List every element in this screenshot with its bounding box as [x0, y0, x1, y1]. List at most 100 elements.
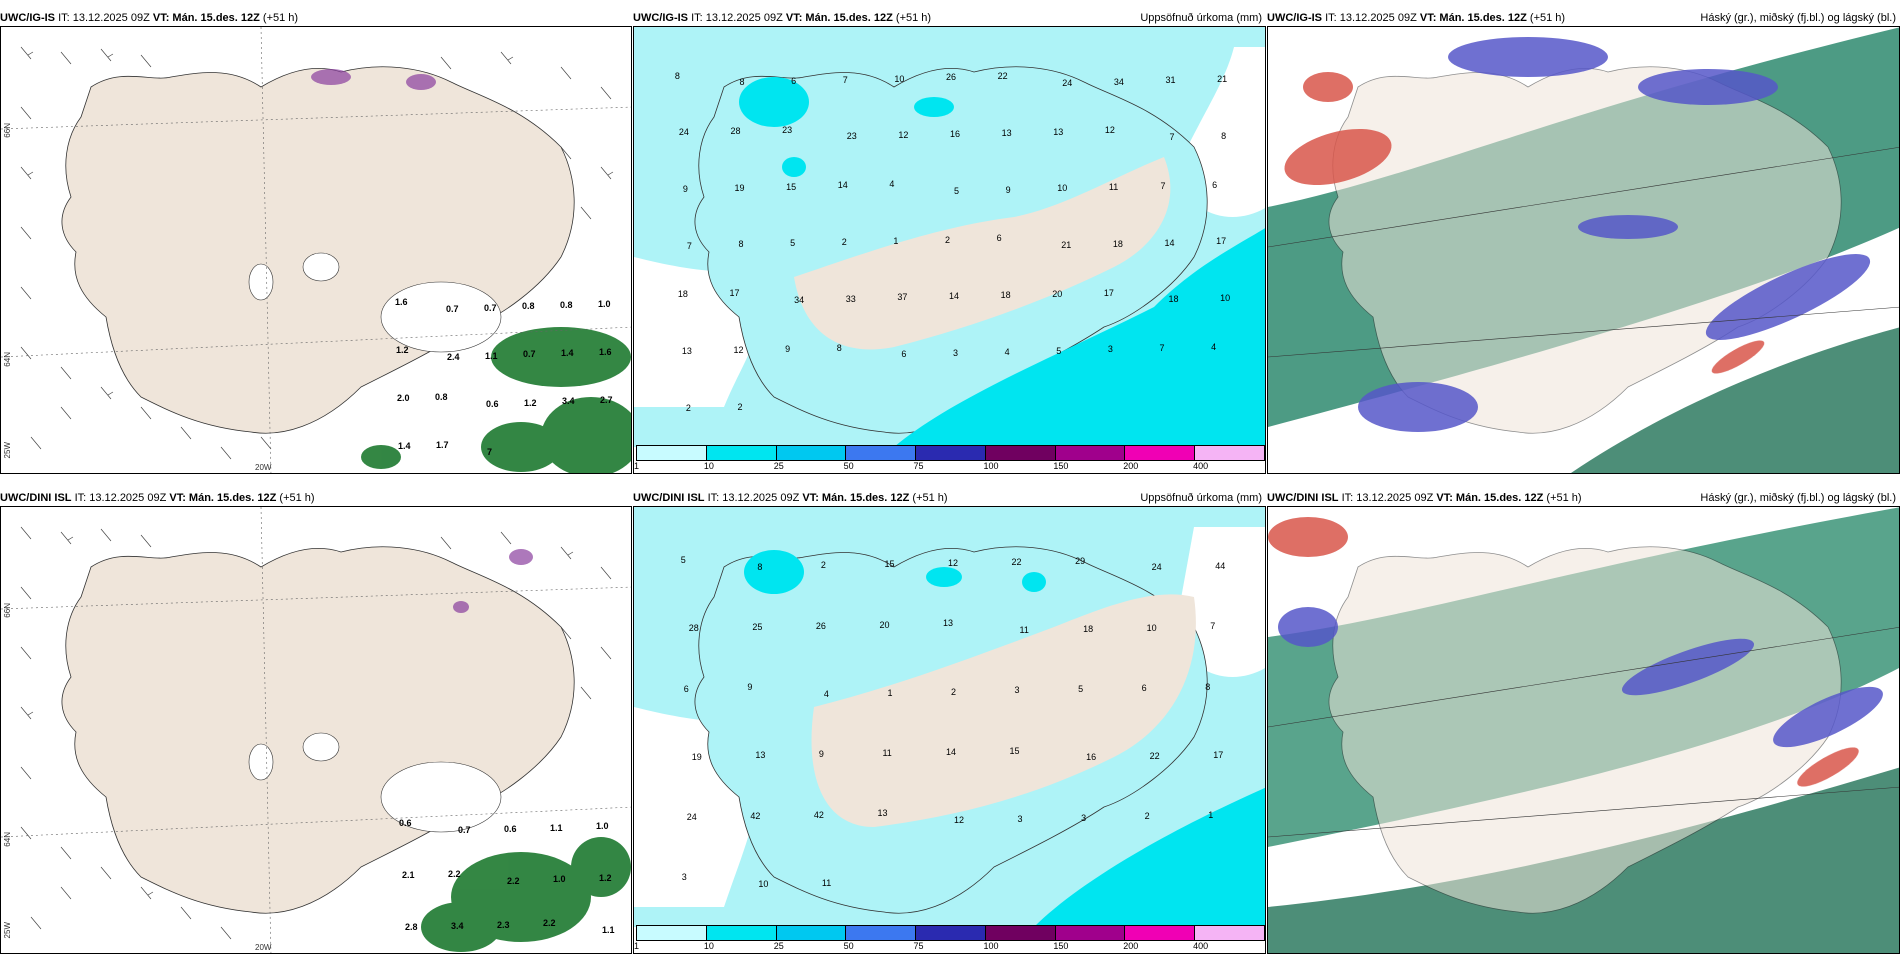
- colorbar-swatch: [706, 446, 777, 460]
- colorbar-swatch: [637, 446, 707, 460]
- precip-green: [421, 837, 631, 952]
- value-label: 3: [1081, 812, 1087, 823]
- value-label: 9: [818, 749, 824, 760]
- colorbar-swatch: [846, 446, 917, 460]
- value-label: 26: [815, 620, 826, 631]
- panel-subtitle: Háský (gr.), miðský (fj.bl.) og lágský (…: [1700, 492, 1896, 504]
- value-label: 4: [823, 688, 829, 699]
- value-label: 6: [1212, 179, 1218, 190]
- value-label: 13: [755, 750, 766, 761]
- precip-map: 1 10 25 50 75 100 150 200 400 8 8 6 7 10 26 22 24 34 31 21…: [633, 26, 1266, 474]
- value-label: 14: [837, 180, 848, 191]
- value-label: 10: [1220, 293, 1231, 304]
- value-label: 18: [1083, 623, 1094, 634]
- value-label: 13: [943, 618, 954, 629]
- heavy-precip-north: [744, 550, 1046, 594]
- wind-barbs: [20, 526, 612, 940]
- init-time: IT: 13.12.2025 09Z: [707, 492, 800, 504]
- value-label: 9: [682, 183, 688, 194]
- value-label: 6: [996, 233, 1002, 244]
- colorbar-tick-label: 1: [634, 941, 640, 951]
- panel-precip-dini: UWC/DINI ISL IT: 13.12.2025 09Z VT: Mán.…: [633, 490, 1266, 954]
- value-label: 1: [893, 235, 899, 246]
- value-label: 8: [738, 239, 744, 250]
- value-label: 23: [846, 131, 857, 142]
- high-cloud: [1284, 72, 1765, 374]
- lead-time: (+51 h): [262, 12, 299, 24]
- init-time: IT: 13.12.2025 09Z: [1325, 12, 1417, 24]
- value-label: 16: [950, 129, 961, 140]
- colorbar-tick-label: 400: [1193, 461, 1209, 471]
- value-label: 8: [739, 77, 745, 88]
- value-label: 1.4: [398, 441, 411, 452]
- value-label: 8: [836, 342, 842, 353]
- value-label: 7: [1169, 132, 1175, 143]
- colorbar-tick-label: 50: [843, 461, 854, 471]
- colorbar-swatch: [1055, 926, 1126, 940]
- value-label: 5: [1056, 345, 1062, 356]
- value-label: 26: [946, 72, 957, 83]
- value-label: 12: [954, 815, 965, 825]
- precip-map-svg: [634, 507, 1265, 927]
- colorbar-tick-label: 150: [1053, 941, 1069, 951]
- low-cloud-band: [1571, 327, 1899, 473]
- value-label: 24: [678, 127, 689, 138]
- value-label: 2.2: [507, 875, 520, 886]
- value-label: 1.4: [561, 348, 574, 359]
- value-label: 8: [674, 70, 680, 81]
- value-label: 25: [752, 622, 763, 632]
- value-label: 21: [1217, 74, 1228, 85]
- value-label: 1.2: [599, 873, 612, 884]
- colorbar-tick-label: 100: [983, 461, 999, 471]
- lon-label-25: 25W: [3, 922, 12, 939]
- colorbar-tick-label: 10: [703, 941, 714, 951]
- lat-label-64: 64N: [3, 832, 12, 847]
- value-label: 0.8: [560, 300, 573, 311]
- heavy-precip-north: [739, 77, 954, 177]
- init-time: IT: 13.12.2025 09Z: [74, 492, 167, 504]
- precip-map-svg: [634, 27, 1265, 447]
- value-label: 0.6: [504, 823, 517, 834]
- colorbar-swatch: [1125, 446, 1196, 460]
- colorbar-tick-label: 200: [1123, 941, 1139, 951]
- value-label: 37: [897, 292, 908, 303]
- lead-time: (+51 h): [279, 492, 315, 504]
- value-label: 1.1: [602, 925, 615, 935]
- value-label: 34: [794, 294, 805, 305]
- panel-title: UWC/IG-IS IT: 13.12.2025 09Z VT: Mán. 15…: [633, 10, 931, 26]
- value-label: 2.0: [397, 393, 410, 404]
- value-label: 7: [1159, 343, 1165, 354]
- value-label: 12: [898, 130, 909, 141]
- value-label: 17: [1216, 236, 1227, 247]
- precip-colorbar: [636, 925, 1265, 941]
- value-label: 18: [1000, 290, 1011, 301]
- value-label: 13: [877, 808, 888, 819]
- value-label: 0.7: [458, 825, 471, 835]
- value-label: 11: [882, 748, 892, 759]
- value-label: 1.2: [396, 345, 409, 356]
- value-label: 29: [1075, 555, 1086, 566]
- iceland-land: [1328, 546, 1842, 914]
- value-label: 22: [1011, 556, 1022, 567]
- value-label: 33: [845, 293, 856, 304]
- value-label: 14: [949, 291, 960, 302]
- panel-title: UWC/DINI ISL IT: 13.12.2025 09Z VT: Mán.…: [0, 490, 315, 506]
- value-label: 15: [786, 181, 797, 192]
- value-label: 7: [1210, 621, 1216, 632]
- lat-label-66: 66N: [3, 123, 12, 138]
- value-label: 22: [997, 71, 1008, 82]
- glacier: [248, 263, 274, 301]
- valid-time: VT: Mán. 15.des. 12Z: [785, 12, 893, 24]
- colorbar-tick-label: 150: [1053, 461, 1069, 471]
- value-label: 3: [681, 872, 687, 883]
- gridlines: [1, 27, 631, 473]
- colorbar-tick-label: 25: [773, 461, 784, 471]
- value-label: 2: [820, 560, 826, 571]
- value-label: 5: [1078, 684, 1084, 695]
- valid-time: VT: Mán. 15.des. 12Z: [802, 492, 910, 504]
- value-label: 2.7: [600, 395, 613, 406]
- value-label: 7: [842, 74, 848, 85]
- cloud-map: [1267, 506, 1900, 954]
- value-label: 7: [686, 240, 692, 251]
- value-label: 17: [1213, 749, 1224, 760]
